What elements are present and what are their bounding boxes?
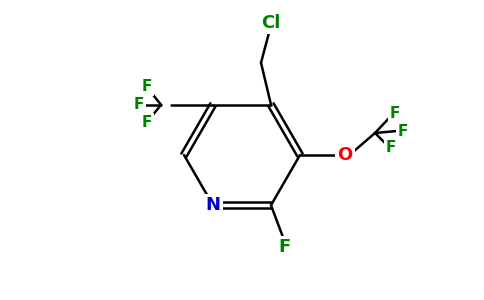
Text: F: F: [390, 106, 400, 121]
Text: O: O: [337, 146, 353, 164]
Text: F: F: [142, 79, 152, 94]
Text: F: F: [386, 140, 396, 154]
Text: N: N: [206, 196, 221, 214]
Text: F: F: [142, 115, 152, 130]
Text: Cl: Cl: [261, 14, 281, 32]
Text: F: F: [279, 238, 291, 256]
Text: F: F: [398, 124, 408, 139]
Text: F: F: [134, 97, 144, 112]
